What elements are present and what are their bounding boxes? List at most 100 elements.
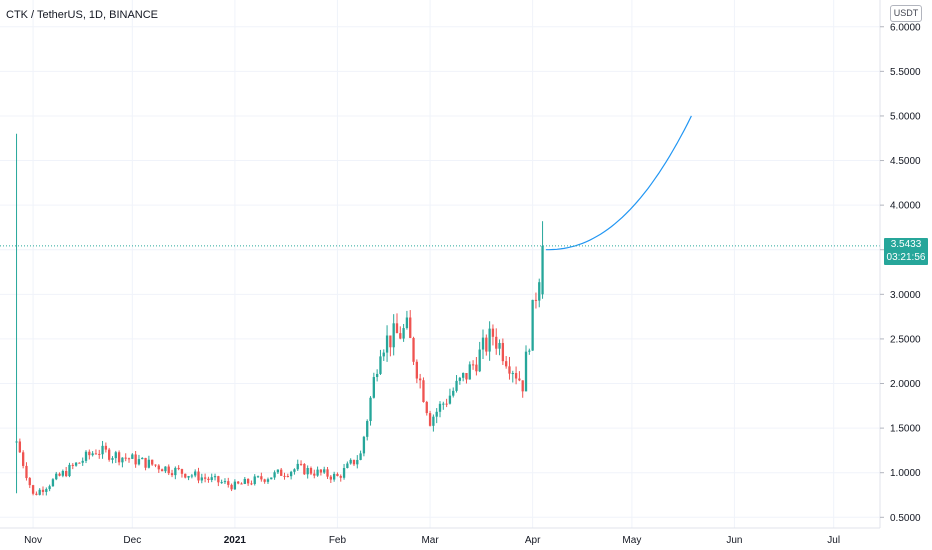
candle-body xyxy=(164,466,167,472)
candle-body xyxy=(45,489,48,492)
x-tick-label: Nov xyxy=(24,535,42,546)
candle-body xyxy=(349,459,352,464)
candle-body xyxy=(81,460,84,463)
candle-body xyxy=(74,462,78,466)
candle-body xyxy=(491,328,495,337)
candle-body xyxy=(521,380,524,392)
x-tick-label: Jul xyxy=(827,535,840,546)
candle-body xyxy=(485,337,488,352)
candle-body xyxy=(197,471,200,481)
candle-body xyxy=(270,477,273,480)
candle-body xyxy=(18,441,22,453)
candle-body xyxy=(412,337,415,362)
candle-body xyxy=(495,336,498,349)
candle-body xyxy=(356,459,359,465)
candle-body xyxy=(399,333,402,339)
candle-body xyxy=(35,493,38,495)
candle-body xyxy=(61,470,65,476)
candle-body xyxy=(273,472,276,478)
chart-title: CTK / TetherUS, 1D, BINANCE xyxy=(6,9,159,21)
currency-badge[interactable]: USDT xyxy=(890,5,922,22)
candle-body xyxy=(240,483,243,485)
candle-body xyxy=(38,489,41,495)
candle-body xyxy=(452,390,455,396)
candle-body xyxy=(409,317,412,338)
candle-body xyxy=(124,457,127,459)
candle-body xyxy=(538,282,541,301)
candle-body xyxy=(266,479,270,482)
candle-body xyxy=(336,473,339,477)
y-tick-label: 1.5000 xyxy=(890,424,921,435)
candle-body xyxy=(422,380,425,402)
candle-body xyxy=(385,335,389,353)
candle-body xyxy=(326,469,329,477)
candle-body xyxy=(389,335,392,348)
last-price-value: 3.5433 xyxy=(890,238,922,250)
candle-body xyxy=(329,476,332,480)
candle-body xyxy=(220,482,223,484)
candle-body xyxy=(91,453,94,456)
candle-body xyxy=(465,372,468,380)
candle-body xyxy=(22,452,25,466)
candle-body xyxy=(151,459,154,465)
candle-body xyxy=(227,481,230,485)
candle-body xyxy=(468,364,471,380)
candle-body xyxy=(111,458,114,460)
candle-body xyxy=(101,445,104,455)
candle-body xyxy=(190,475,194,477)
candle-body xyxy=(223,481,227,483)
candle-body xyxy=(180,469,184,474)
y-tick-label: 5.0000 xyxy=(890,111,921,122)
candle-body xyxy=(313,473,316,476)
projection-layer xyxy=(545,115,692,251)
candle-body xyxy=(382,352,385,357)
candle-body xyxy=(121,457,124,463)
chart-grid xyxy=(0,0,880,528)
candle-body xyxy=(425,401,428,414)
candle-body xyxy=(137,459,141,465)
candle-body xyxy=(531,299,534,351)
candle-body xyxy=(88,451,91,456)
y-tick-label: 5.5000 xyxy=(890,67,921,78)
candle-body xyxy=(203,477,207,479)
y-tick-label: 3.0000 xyxy=(890,290,921,301)
price-axis[interactable]: 6.00005.50005.00004.50004.00003.50003.00… xyxy=(880,22,921,524)
candle-body xyxy=(395,323,399,334)
candle-body xyxy=(65,470,68,477)
candle-body xyxy=(342,468,346,478)
candle-body xyxy=(352,459,356,465)
x-tick-label: May xyxy=(622,535,641,546)
candle-body xyxy=(58,473,61,476)
candle-body xyxy=(359,453,362,460)
candle-body xyxy=(187,476,190,478)
candle-body xyxy=(48,486,51,490)
candle-body xyxy=(263,479,266,482)
candle-body xyxy=(230,484,233,490)
candle-body xyxy=(200,477,203,481)
candle-body xyxy=(170,473,174,476)
candle-body xyxy=(435,411,438,417)
candle-body xyxy=(141,457,144,460)
projection-curve[interactable] xyxy=(545,115,692,251)
x-tick-label: Dec xyxy=(123,535,141,546)
candle-body xyxy=(289,471,293,477)
candle-body xyxy=(296,463,299,470)
candle-body xyxy=(71,464,74,466)
x-tick-label: Mar xyxy=(421,535,439,546)
time-axis[interactable]: Nov Dec 2021 Feb Mar Apr May Jun Jul xyxy=(24,535,840,546)
candle-body xyxy=(432,416,435,426)
candle-body xyxy=(25,465,28,479)
candle-body xyxy=(458,377,462,381)
candle-body xyxy=(98,453,101,455)
candle-body xyxy=(117,452,121,463)
candle-body xyxy=(488,328,491,352)
candle-body xyxy=(243,478,246,484)
candle-body xyxy=(518,378,521,381)
y-tick-label: 2.5000 xyxy=(890,334,921,345)
x-tick-label: Feb xyxy=(329,535,347,546)
candle-body xyxy=(293,469,296,472)
candle-body xyxy=(478,349,481,372)
candle-body xyxy=(369,397,372,422)
candle-body xyxy=(438,403,442,412)
